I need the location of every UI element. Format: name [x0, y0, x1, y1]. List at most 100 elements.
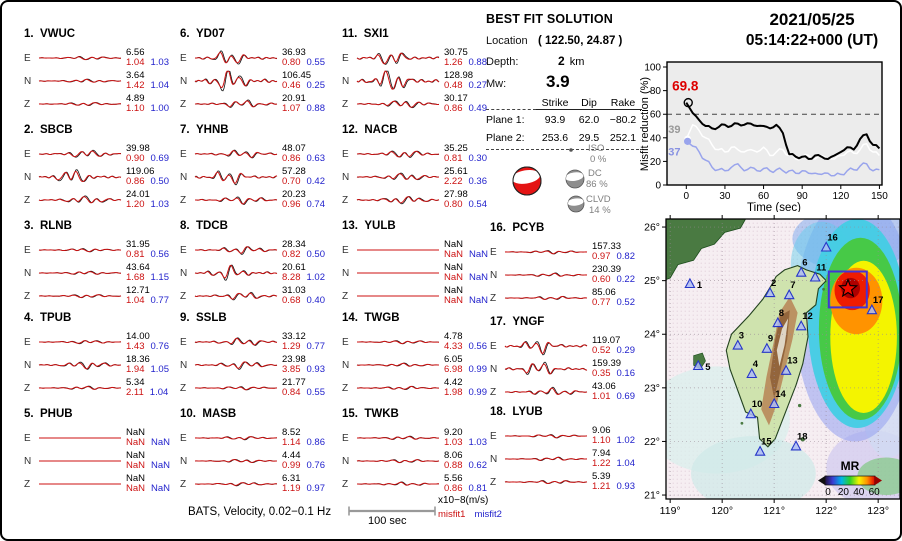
- misfit2-value: 0.63: [306, 153, 326, 164]
- seismogram-trace: [356, 100, 440, 109]
- map-station-number: 10: [752, 399, 763, 410]
- mw-value: 3.9: [546, 72, 570, 91]
- seismogram-trace: [194, 170, 278, 186]
- misfit1-value: 0.86: [444, 483, 463, 494]
- svg-text:22°: 22°: [644, 436, 660, 448]
- channel-label: Z: [342, 98, 349, 110]
- depth-unit: km: [569, 56, 585, 68]
- channel-label: Z: [342, 194, 349, 206]
- misfit2-value: 0.42: [306, 176, 326, 187]
- misfit1-value: 0.81: [444, 153, 463, 164]
- misfit2-value: 1.03: [468, 437, 488, 448]
- seismogram-trace: [195, 196, 278, 205]
- channel-label: N: [342, 75, 350, 87]
- channel-row: N 25.61 2.22 0.36: [342, 166, 487, 188]
- beachball-clvd: [567, 195, 585, 213]
- colorbar-label: MR: [841, 459, 860, 473]
- channel-label: Z: [180, 98, 187, 110]
- seismogram-trace: [504, 386, 588, 396]
- channel-row: Z 20.91 1.07 0.88: [180, 93, 325, 115]
- misfit1-value: 1.01: [592, 391, 611, 402]
- amplitude-value: NaN: [126, 473, 146, 484]
- channel-row: N 6.05 6.98 0.99: [342, 354, 487, 376]
- amplitude-value: 8.52: [282, 427, 301, 438]
- trace-values: 4.89 1.10 1.00: [126, 94, 169, 114]
- amplitude-value: 85.06: [592, 287, 616, 298]
- clvd-item: CLVD 14 %: [586, 194, 611, 216]
- seismogram-trace: [194, 291, 278, 301]
- trace-values: 20.61 8.28 1.02: [282, 263, 325, 283]
- misfit1-value: 1.21: [592, 481, 611, 492]
- channel-label: N: [490, 363, 498, 375]
- channel-row: E 4.78 4.33 0.56: [342, 331, 487, 353]
- amplitude-value: NaN: [126, 450, 146, 461]
- trace-values: NaN NaN NaN: [444, 240, 488, 260]
- channel-label: N: [24, 359, 32, 371]
- iso-item: ISO 0 %: [588, 143, 607, 165]
- station-block: 2. SBCB E 39.98 0.90 0.69 N 119.06 0.86 0.50 Z 24.…: [24, 124, 176, 210]
- seismogram-trace: [356, 435, 439, 440]
- channel-label: E: [24, 52, 31, 64]
- seismogram-trace: [356, 195, 440, 205]
- seismogram-trace: [194, 458, 277, 463]
- seismogram-trace: [194, 99, 278, 108]
- seismogram-trace: [356, 52, 440, 65]
- map-station-triangle: [768, 397, 780, 409]
- channel-label: E: [24, 148, 31, 160]
- amplitude-value: 33.12: [282, 331, 306, 342]
- misfit1-value: 1.43: [126, 341, 145, 352]
- channel-label: N: [24, 455, 32, 467]
- channel-label: Z: [180, 382, 187, 394]
- misfit1-value: 0.88: [444, 460, 463, 471]
- amplitude-value: 4.78: [444, 331, 463, 342]
- svg-text:80: 80: [650, 86, 662, 97]
- map-station-number: 13: [787, 356, 798, 367]
- misfit1-value: 1.20: [126, 199, 145, 210]
- seismogram-trace: [39, 460, 121, 462]
- misfit2-value: NaN: [151, 483, 171, 494]
- channel-label: N: [24, 171, 32, 183]
- seismogram-trace: [194, 149, 278, 159]
- misfit2-value: 0.62: [468, 460, 488, 471]
- amplitude-value: 3.64: [126, 70, 145, 81]
- misfit2-value: 1.03: [150, 199, 170, 210]
- channel-label: E: [24, 244, 31, 256]
- map-station-triangle: [783, 288, 795, 300]
- seismogram-trace: [357, 340, 440, 345]
- misfit2-value: 0.88: [468, 57, 488, 68]
- misfit1-value: 0.80: [444, 199, 463, 210]
- map-station-number: 18: [797, 431, 808, 442]
- amplitude-value: 21.77: [282, 377, 306, 388]
- channel-row: E 157.33 0.97 0.82: [490, 241, 635, 263]
- misfit2-value: 0.36: [468, 176, 488, 187]
- misfit2-value: 0.76: [150, 341, 170, 352]
- misfit1-value: 1.07: [282, 103, 301, 114]
- trace-values: NaN NaN NaN: [444, 286, 488, 306]
- channel-row: N 18.36 1.94 1.05: [24, 354, 169, 376]
- taiwan-map: 1 2 3 4 5 6 7 8 9 10 11 12 13 14 15 16 17 18 MR 0 20 40 60 26° 2…: [632, 214, 900, 527]
- channel-label: N: [180, 75, 188, 87]
- channel-label: E: [24, 336, 31, 348]
- misfit2-value: 0.99: [468, 364, 488, 375]
- channel-row: N 7.94 1.22 1.04: [490, 448, 635, 470]
- misfit1-value: NaN: [126, 483, 146, 494]
- trace-values: 35.25 0.81 0.30: [444, 144, 487, 164]
- misfit1-value: 0.52: [592, 345, 611, 356]
- station-title: 15. TWKB: [342, 408, 399, 420]
- misfit2-value: 0.77: [150, 295, 170, 306]
- misfit-legend: misfit1 misfit2: [438, 509, 502, 520]
- channel-label: N: [180, 171, 188, 183]
- misfit2-value: 0.16: [616, 368, 636, 379]
- map-station-triangle: [772, 316, 784, 328]
- svg-text:119°: 119°: [660, 505, 681, 517]
- seismogram-trace: [39, 340, 122, 345]
- trace-values: 157.33 0.97 0.82: [592, 242, 635, 262]
- map-station-number: 15: [761, 437, 772, 448]
- amplitude-value: 24.01: [126, 189, 150, 200]
- trace-values: 6.05 6.98 0.99: [444, 355, 487, 375]
- trace-values: 106.45 0.46 0.25: [282, 71, 325, 91]
- map-station-number: 3: [739, 331, 744, 342]
- seismogram-trace: [194, 482, 278, 487]
- channel-row: N NaN NaN NaN: [342, 262, 488, 284]
- misfit1-value: 1.03: [444, 437, 463, 448]
